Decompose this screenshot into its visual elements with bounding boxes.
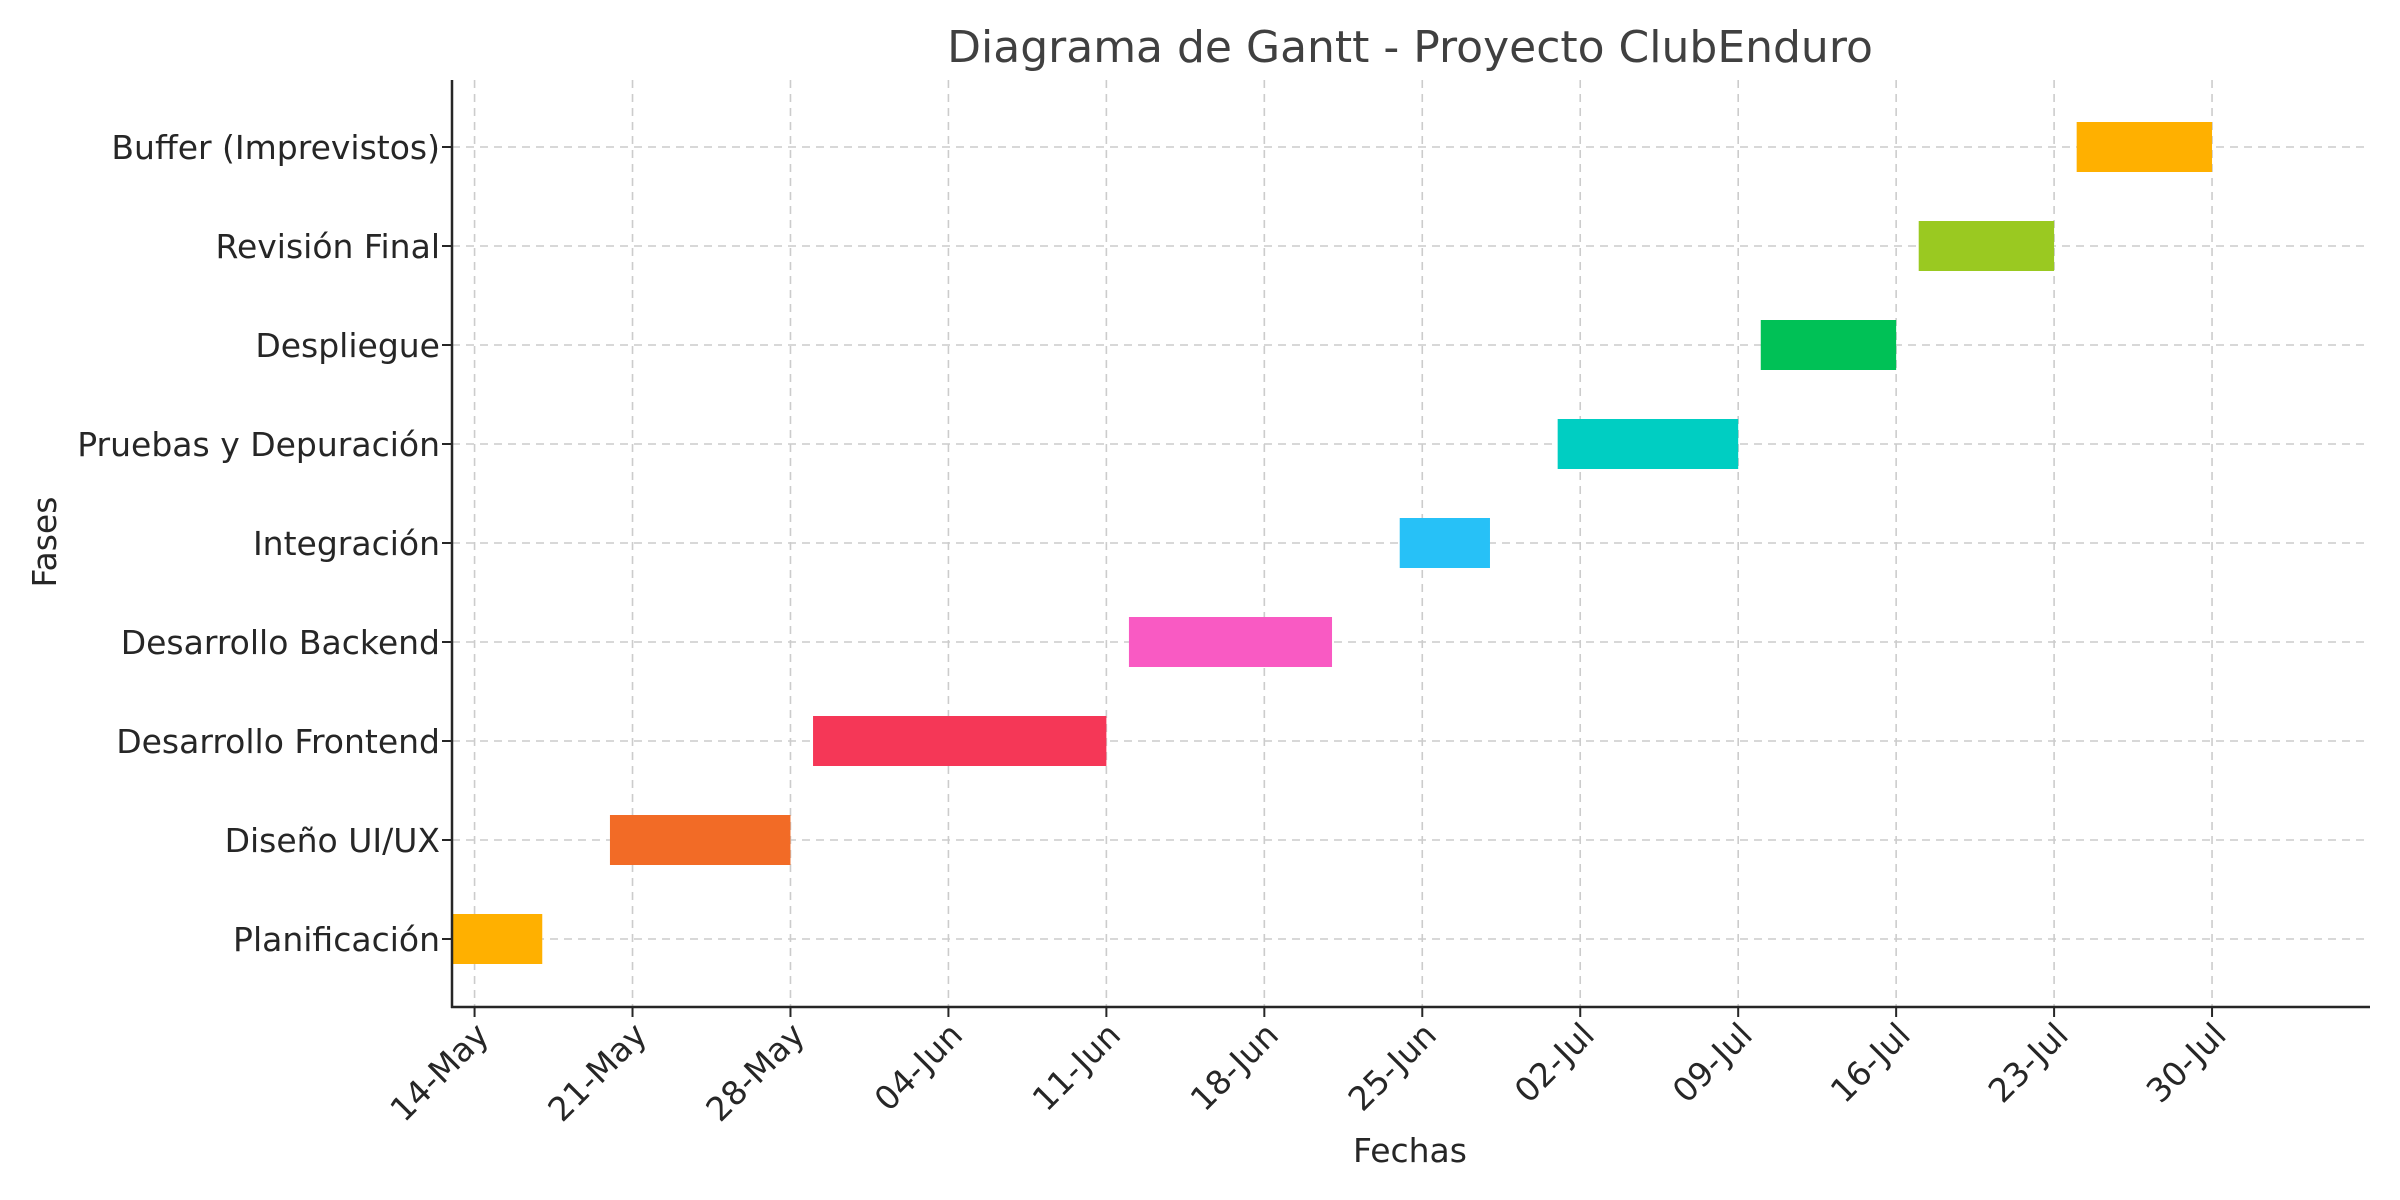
x-tick-label: 11-Jun <box>1025 1015 1128 1118</box>
x-tick-label: 02-Jul <box>1507 1015 1602 1110</box>
x-tick-label: 09-Jul <box>1665 1015 1760 1110</box>
gantt-bar <box>1128 617 1333 667</box>
x-tick-label: 21-May <box>540 1015 654 1129</box>
y-tick-label: Planificación <box>233 920 440 959</box>
gantt-bar <box>1760 320 1897 370</box>
x-tick-label: 14-May <box>382 1015 496 1129</box>
y-tick-label: Pruebas y Depuración <box>77 425 440 464</box>
y-tick-label: Integración <box>253 524 440 563</box>
gantt-bar <box>813 716 1107 766</box>
gantt-bar <box>2076 122 2213 172</box>
chart-title: Diagrama de Gantt - Proyecto ClubEnduro <box>947 22 1873 73</box>
gantt-bar <box>1399 518 1490 568</box>
y-tick-label: Revisión Final <box>216 227 440 266</box>
bars-layer <box>452 122 2213 964</box>
y-tick-label: Desarrollo Backend <box>121 623 440 662</box>
x-tick-label: 23-Jul <box>1981 1015 2076 1110</box>
gantt-bar <box>452 914 543 964</box>
gantt-bar <box>609 815 791 865</box>
y-tick-label: Desarrollo Frontend <box>116 722 440 761</box>
y-tick-label: Diseño UI/UX <box>225 821 440 860</box>
x-tick-label: 30-Jul <box>2139 1015 2234 1110</box>
gantt-bar <box>1918 221 2055 271</box>
x-tick-label: 04-Jun <box>867 1015 970 1118</box>
x-axis-title: Fechas <box>1353 1131 1467 1170</box>
x-tick-label: 25-Jun <box>1340 1015 1443 1118</box>
gantt-bar <box>1557 419 1739 469</box>
y-tick-label: Buffer (Imprevistos) <box>111 128 440 167</box>
x-tick-label: 18-Jun <box>1183 1015 1286 1118</box>
y-axis-title: Fases <box>25 497 64 588</box>
x-tick-label: 28-May <box>698 1015 812 1129</box>
x-tick-label: 16-Jul <box>1823 1015 1918 1110</box>
y-tick-label: Despliegue <box>255 326 440 365</box>
